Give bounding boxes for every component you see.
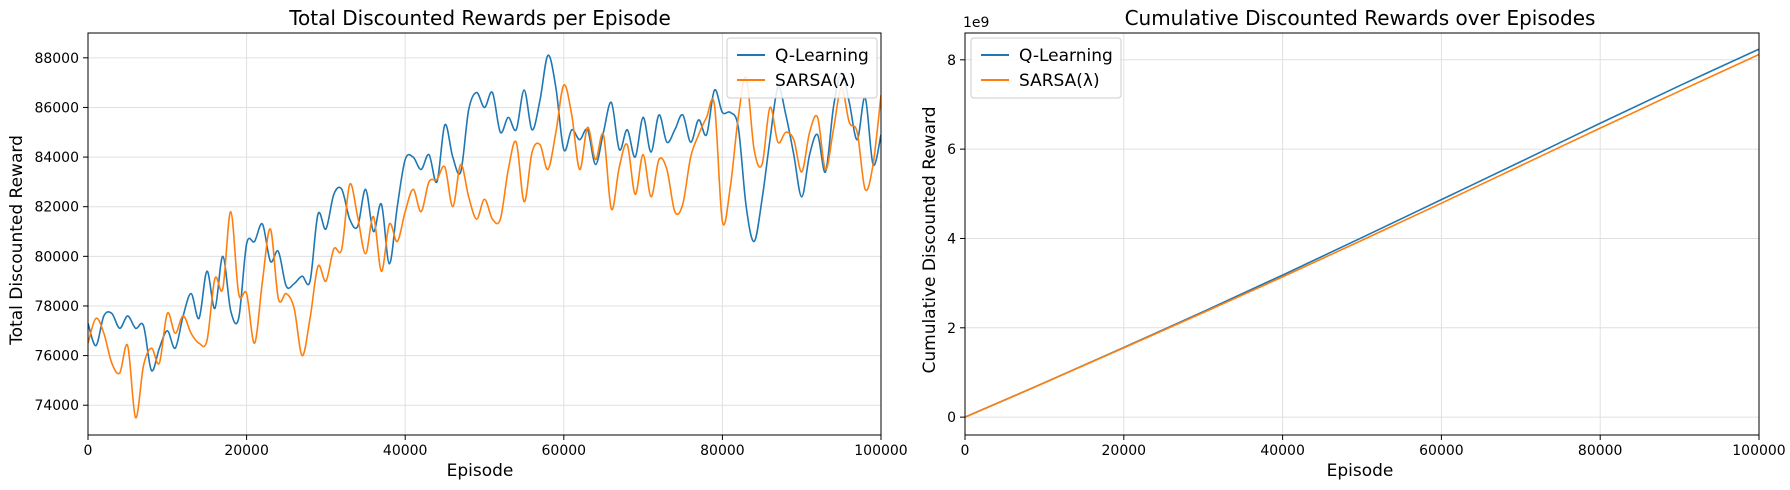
series-lines [965,48,1759,418]
plot-frame [964,32,1760,436]
x-tick-label: 40000 [383,443,428,459]
grid [87,33,882,435]
x-tick-label: 20000 [1102,443,1147,459]
x-tick-label: 20000 [224,443,269,459]
tick-labels: 0 20000 40000 60000 80000 100000 0 2 4 6 8 [947,53,1786,459]
y-tick-label: 86000 [34,100,79,116]
x-tick-label: 80000 [700,443,745,459]
legend: Q-Learning SARSA(λ) [970,37,1122,99]
x-tick-label: 60000 [542,443,587,459]
y-tick-label: 0 [947,410,956,426]
legend: Q-Learning SARSA(λ) [726,37,878,99]
y-tick-label: 2 [947,321,956,337]
legend-box [970,37,1122,99]
y-tick-label: 8 [947,53,956,69]
y-tick-label: 78000 [34,299,79,315]
y-offset-label: 1e9 [963,15,989,31]
x-tick-label: 40000 [1260,443,1305,459]
series-line-q-learning [88,54,881,372]
y-tick-label: 88000 [34,51,79,67]
legend-label: Q-Learning [1019,46,1113,66]
x-axis-label: Episode [1327,461,1394,481]
tick-labels: 0 20000 40000 60000 80000 100000 74000 76000 780… [34,51,907,459]
y-tick-label: 6 [947,142,956,158]
y-tick-label: 74000 [34,398,79,414]
y-tick-label: 84000 [34,150,79,166]
legend-label: SARSA(λ) [775,71,856,91]
legend-label: Q-Learning [775,46,869,66]
series-line-sarsa [965,53,1759,418]
legend-label: SARSA(λ) [1019,71,1100,91]
x-axis-label: Episode [447,461,514,481]
chart-title: Cumulative Discounted Rewards over Episo… [1125,6,1596,30]
x-tick-label: 100000 [1732,443,1785,459]
y-tick-label: 76000 [34,349,79,365]
x-tick-label: 60000 [1419,443,1464,459]
cumulative-reward-chart: Cumulative Discounted Rewards over Episo… [920,6,1786,481]
y-tick-label: 80000 [34,249,79,265]
x-tick-label: 0 [961,443,970,459]
x-tick-label: 80000 [1578,443,1623,459]
reward-per-episode-chart: Total Discounted Rewards per Episode Epi… [7,6,908,481]
y-axis-label: Total Discounted Reward [7,135,27,346]
x-tick-label: 100000 [854,443,907,459]
plot-frame [87,32,882,436]
y-tick-label: 4 [947,231,956,247]
chart-title: Total Discounted Rewards per Episode [288,6,671,30]
x-tick-label: 0 [84,443,93,459]
y-tick-label: 82000 [34,200,79,216]
legend-box [726,37,878,99]
y-axis-label: Cumulative Discounted Reward [920,106,940,373]
